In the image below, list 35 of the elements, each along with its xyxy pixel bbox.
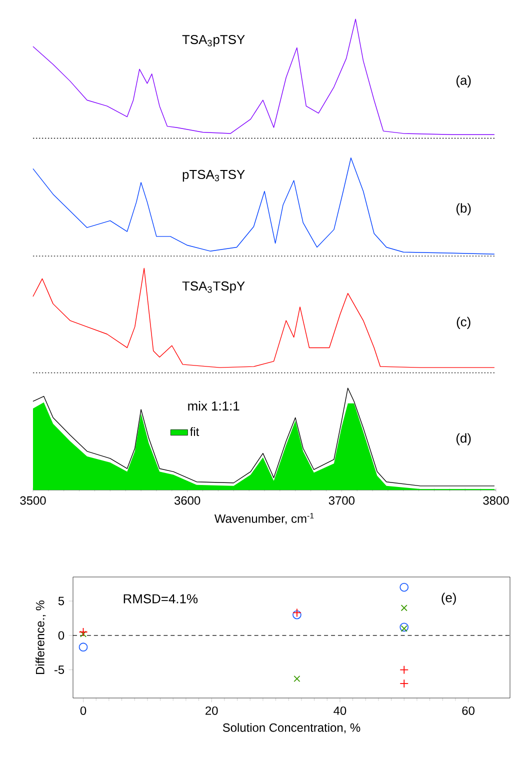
annotation: (d) xyxy=(456,433,471,446)
annotation: TSA$_{3}$pTSY xyxy=(182,34,245,47)
y-tick-label: 0 xyxy=(58,631,64,640)
x-tick-label: 3600 xyxy=(174,496,200,505)
x-tick-label: 3800 xyxy=(483,496,509,505)
point xyxy=(400,604,408,612)
x-tick-label: 20 xyxy=(206,706,218,715)
y-tick-label: -5 xyxy=(54,666,64,674)
annotation: pTSA$_{3}$TSY xyxy=(182,170,245,182)
x-tick-label: 0 xyxy=(80,706,86,715)
point xyxy=(400,622,409,632)
annotation: TSA$_{3}$TSpY xyxy=(182,281,245,294)
y-axis-title: Difference., % xyxy=(36,600,46,674)
point xyxy=(400,679,409,688)
y-tick-label: 5 xyxy=(58,596,64,606)
x-axis-title: Wavenumber, cm$^{-1}$ xyxy=(214,512,314,524)
annotation: (b) xyxy=(456,203,471,216)
point xyxy=(400,665,409,674)
point xyxy=(400,625,408,632)
point xyxy=(294,675,300,682)
point xyxy=(78,628,88,636)
annotation: (a) xyxy=(456,75,471,88)
x-tick-label: 60 xyxy=(462,706,474,715)
x-axis-title: Solution Concentration, % xyxy=(222,723,360,734)
annotation: mix 1:1:1 xyxy=(188,401,240,410)
annotation: (c) xyxy=(456,316,470,329)
point xyxy=(80,630,87,638)
point xyxy=(400,582,409,592)
annotation: RMSD=4.1% xyxy=(124,594,198,604)
legend-label: fit xyxy=(190,427,200,436)
x-tick-label: 3500 xyxy=(20,496,46,505)
x-tick-label: 3700 xyxy=(328,496,354,505)
annotation: (e) xyxy=(442,592,456,605)
x-tick-label: 40 xyxy=(334,706,346,715)
point xyxy=(78,642,88,652)
